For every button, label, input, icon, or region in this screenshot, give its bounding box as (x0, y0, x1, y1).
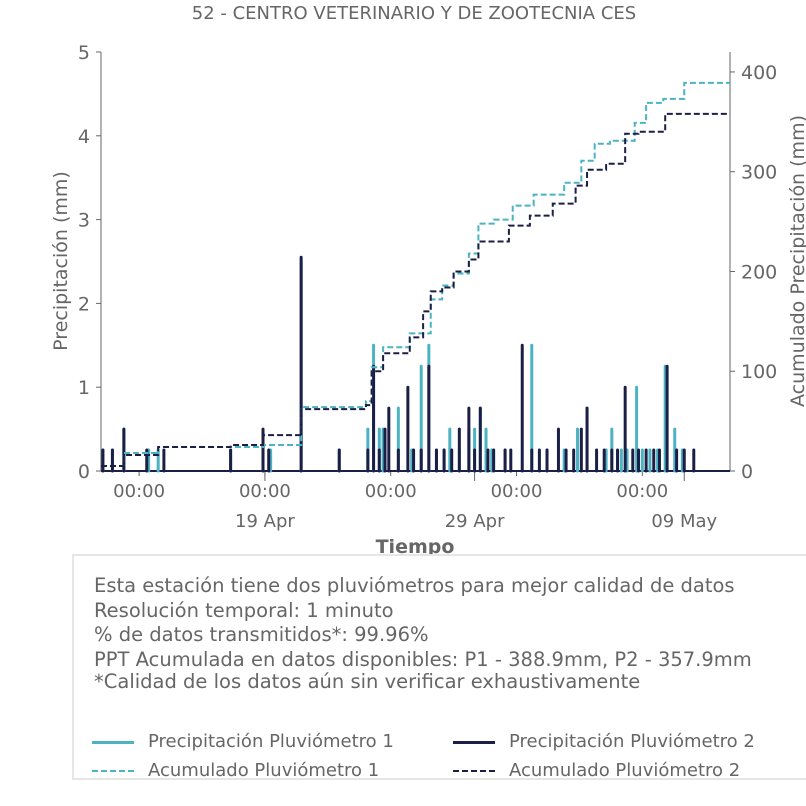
p1-precip-series (101, 260, 684, 473)
y-left-tick-label: 0 (78, 461, 90, 483)
y-left-tick-label: 5 (78, 42, 90, 64)
y-axis-right-label: Acumulado Precipitación (mm) (787, 115, 806, 407)
axis-labels: 0 1 2 3 4 5 0 100 200 300 400 00:00 00:00 00:00 00:00 0… (50, 42, 806, 558)
y-left-tick-label: 3 (78, 210, 90, 232)
x-axis-label: Tiempo (376, 536, 455, 558)
chart-title: 52 - CENTRO VETERINARIO Y DE ZOOTECNIA C… (191, 3, 637, 24)
x-major-tick-label: 29 Apr (445, 511, 505, 532)
x-minor-tick-label: 00:00 (616, 481, 668, 502)
x-major-tick-label: 19 Apr (235, 511, 295, 532)
legend-p1-acum: Acumulado Pluviómetro 1 (148, 760, 380, 781)
info-quality-note: *Calidad de los datos aún sin verificar … (94, 670, 641, 693)
y-right-tick-label: 200 (741, 261, 777, 283)
info-resolution: Resolución temporal: 1 minuto (94, 599, 394, 622)
legend-p2-acum: Acumulado Pluviómetro 2 (509, 760, 741, 781)
y-right-tick-label: 0 (741, 461, 753, 483)
info-accumulated: PPT Acumulada en datos disponibles: P1 -… (94, 648, 752, 671)
accumulated-line (101, 81, 730, 468)
legend-swatch-p1-precip (92, 741, 134, 744)
legend-swatch-p1-acum (92, 770, 134, 772)
info-dual-gauges: Esta estación tiene dos pluviómetros par… (94, 574, 735, 597)
y-left-tick-label: 2 (78, 293, 90, 315)
legend-p2-precip: Precipitación Pluviómetro 2 (509, 731, 755, 752)
x-major-tick-label: 09 May (651, 511, 717, 532)
y-axis-left-label: Precipitación (mm) (50, 171, 72, 351)
x-minor-tick-label: 00:00 (239, 481, 291, 502)
y-right-tick-label: 100 (741, 361, 777, 383)
accumulated-line (101, 112, 730, 468)
legend-swatch-p2-acum (453, 770, 495, 772)
x-minor-tick-label: 00:00 (113, 481, 165, 502)
chart-axes (96, 51, 735, 481)
y-right-tick-label: 300 (741, 162, 777, 184)
precipitation-chart: 0 1 2 3 4 5 0 100 200 300 400 00:00 00:00 00:00 00:00 0… (50, 42, 806, 558)
legend-p1-precip: Precipitación Pluviómetro 1 (148, 731, 394, 752)
y-left-tick-label: 4 (78, 126, 90, 148)
info-box: Esta estación tiene dos pluviómetros par… (72, 554, 806, 781)
legend-swatch-p2-precip (453, 741, 495, 744)
y-left-tick-label: 1 (78, 377, 90, 399)
info-transmitted: % de datos transmitidos*: 99.96% (94, 623, 429, 646)
x-minor-tick-label: 00:00 (365, 481, 417, 502)
x-minor-tick-label: 00:00 (491, 481, 543, 502)
y-right-tick-label: 400 (741, 62, 777, 84)
accumulated-series (101, 81, 730, 468)
